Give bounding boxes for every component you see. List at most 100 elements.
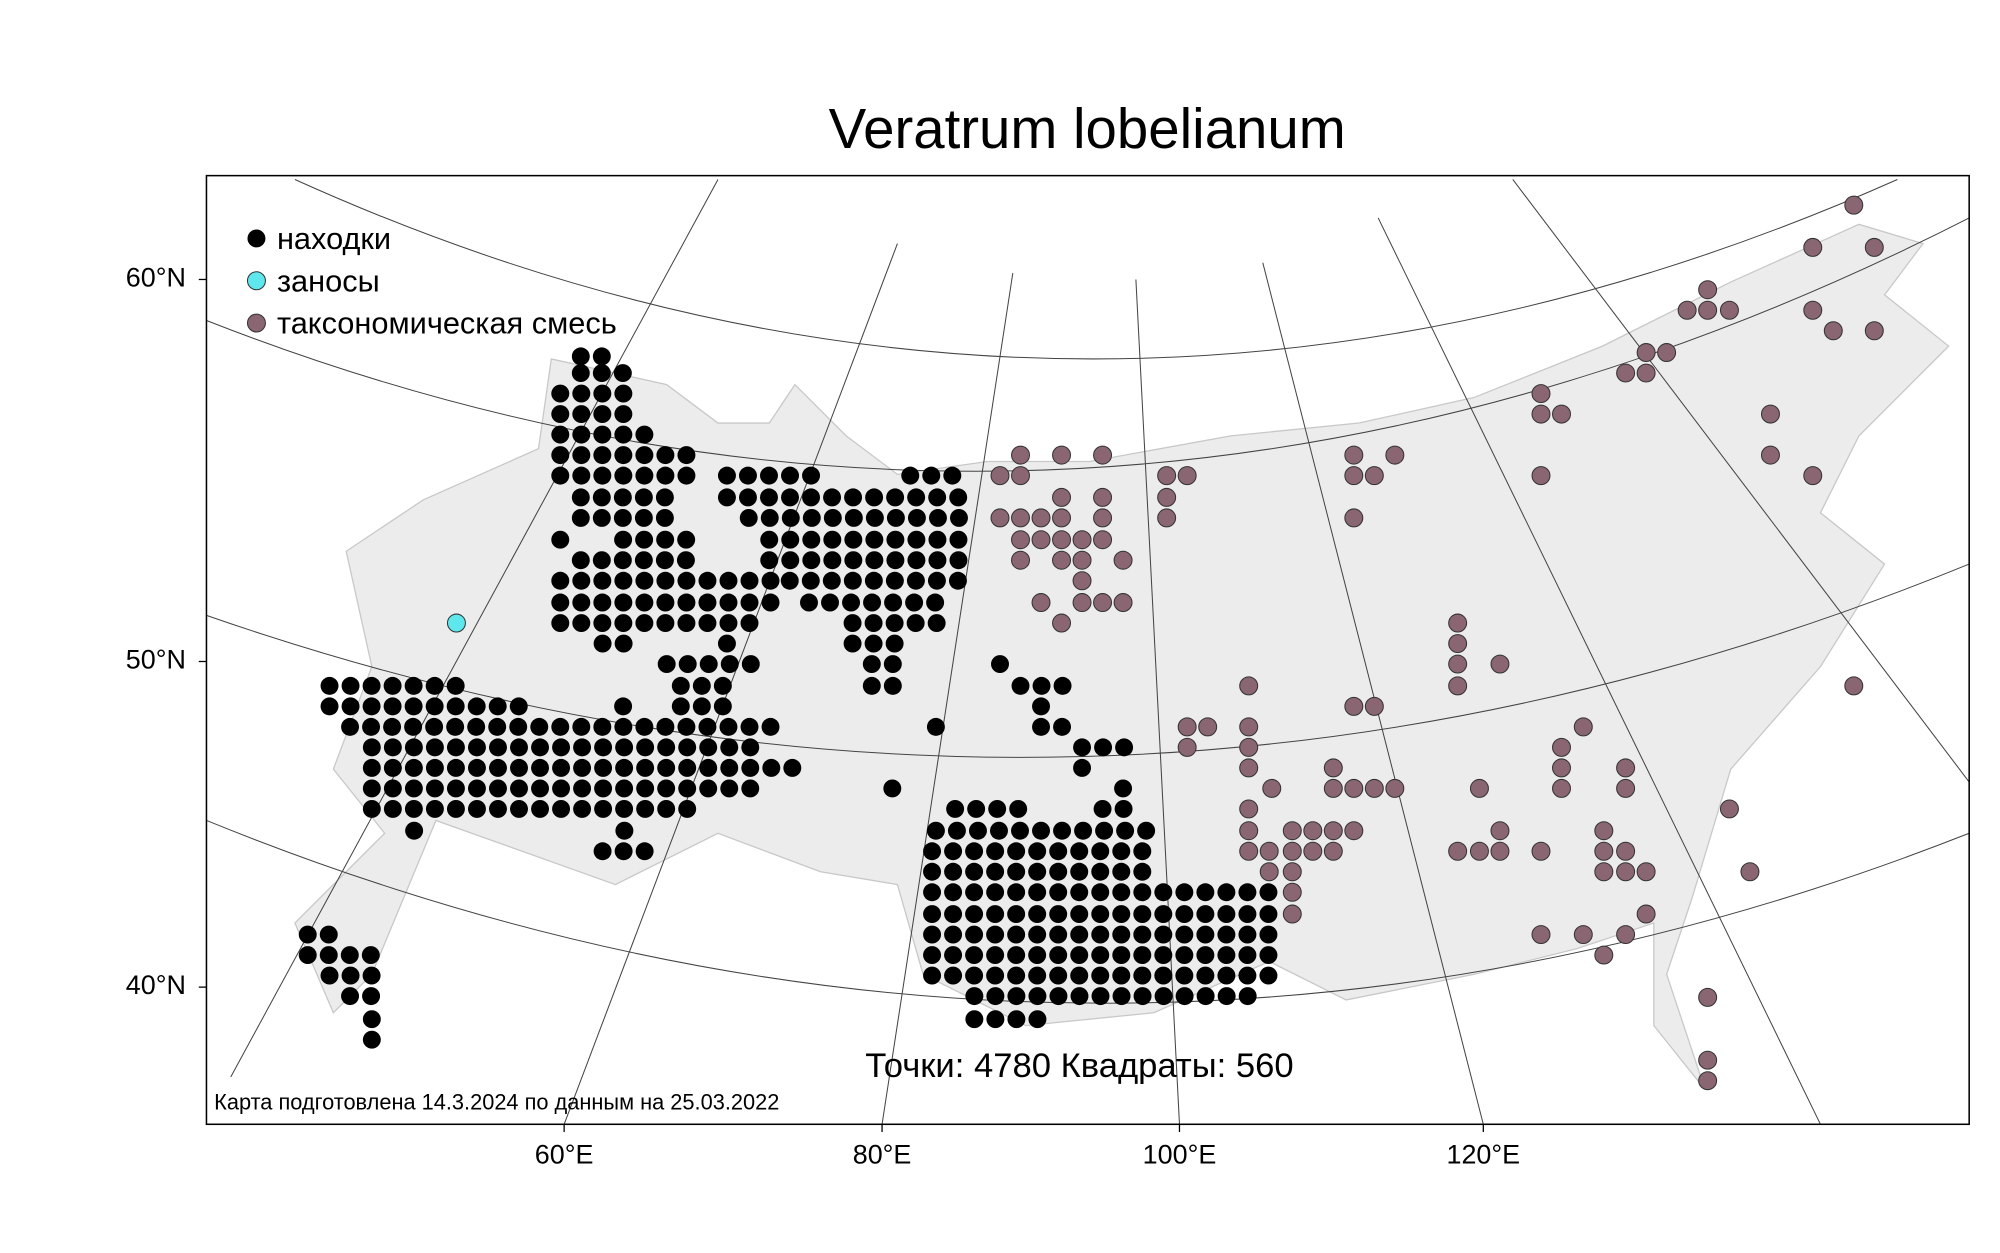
occurrence-dot [906,614,925,633]
footer: Карта подготовлена 14.3.2024 по данным н… [214,1090,779,1115]
occurrence-dot [1448,613,1468,633]
occurrence-dot [1133,925,1152,944]
occurrence-dot [572,466,591,485]
occurrence-dot [1116,821,1135,840]
occurrence-dot [657,799,676,818]
occurrence-dot [1616,363,1636,383]
occurrence-dot [572,614,591,633]
occurrence-dot [362,676,381,695]
occurrence-dot [741,758,760,777]
occurrence-dot [551,717,570,736]
occurrence-dot [362,697,381,716]
occurrence-dot [1217,883,1236,902]
occurrence-dot [844,551,863,570]
occurrence-dot [1531,841,1551,861]
occurrence-dot [467,758,486,777]
occurrence-dot [593,466,612,485]
occurrence-dot [802,551,821,570]
occurrence-dot [593,717,612,736]
occurrence-dot [781,488,799,507]
occurrence-dot [885,614,904,633]
occurrence-dot [1007,925,1026,944]
occurrence-dot [552,758,571,777]
occurrence-dot [802,530,821,549]
occurrence-dot [1531,925,1551,945]
occurrence-dot [943,466,962,485]
occurrence-dot [552,799,571,818]
occurrence-dot [907,551,926,570]
occurrence-dot [551,405,570,424]
occurrence-dot [1154,883,1173,902]
occurrence-dot [510,738,528,757]
occurrence-dot [965,1010,984,1029]
occurrence-dot [1259,946,1278,965]
occurrence-dot [634,508,653,527]
occurrence-dot [843,634,862,653]
occurrence-dot [361,946,380,965]
occurrence-dot [383,738,402,757]
occurrence-dot [1114,799,1133,818]
occurrence-dot [446,779,465,798]
occurrence-dot [489,779,507,798]
occurrence-dot [1093,799,1112,818]
occurrence-dot [656,530,675,549]
occurrence-dot [1448,634,1468,654]
occurrence-dot [1259,841,1279,861]
occurrence-dot [1719,300,1739,320]
occurrence-dot [594,799,613,818]
occurrence-dot [467,799,486,818]
occurrence-dot [844,530,863,549]
occurrence-dot [986,862,1005,881]
occurrence-dot [1007,966,1026,985]
occurrence-dot [341,717,360,736]
occurrence-dot [1011,508,1030,528]
occurrence-dot [928,530,947,549]
occurrence-dot [923,842,942,861]
occurrence-dot [1133,862,1152,881]
occurrence-dot [713,676,732,695]
occurrence-dot [1616,841,1636,861]
occurrence-dot [760,508,779,527]
occurrence-dot [676,551,695,570]
occurrence-dot [699,738,718,757]
occurrence-dot [671,697,690,716]
occurrence-dot [1594,841,1614,861]
occurrence-dot [592,488,611,507]
occurrence-dot [1239,821,1259,841]
occurrence-dot [719,571,738,590]
occurrence-dot [572,717,591,736]
occurrence-dot [1217,905,1236,924]
occurrence-dot [1259,925,1278,944]
occurrence-dot [467,717,486,736]
occurrence-dot [1175,883,1194,902]
occurrence-dot [1070,987,1089,1006]
occurrence-dot [571,508,590,527]
occurrence-dot [383,717,402,736]
occurrence-dot [1007,987,1026,1006]
occurrence-dot [614,634,633,653]
occurrence-dot [1469,841,1489,861]
occurrence-dot [844,488,863,507]
occurrence-dot [1657,343,1677,363]
occurrence-dot [720,738,739,757]
occurrence-dot [823,551,842,570]
lat-label: 60°N [126,263,186,293]
occurrence-dot [510,779,528,798]
axis-labels: 60°N 50°N 40°N 60°E 80°E 100°E 120°E [126,263,1520,1170]
occurrence-dot [571,551,590,570]
occurrence-dot [614,697,633,716]
occurrence-dot [467,738,486,757]
occurrence-dot [1490,841,1510,861]
occurrence-dot [1323,758,1343,778]
occurrence-dot [1070,842,1089,861]
occurrence-dot [1198,717,1218,737]
occurrence-dot [1032,697,1050,716]
occurrence-dot [678,779,697,798]
occurrence-dot [699,779,718,798]
occurrence-dot [1091,905,1110,924]
occurrence-dot [1070,905,1089,924]
occurrence-dot [1154,905,1173,924]
occurrence-dot [1344,821,1364,841]
occurrence-dot [1154,946,1173,965]
occurrence-dot [1239,737,1259,757]
